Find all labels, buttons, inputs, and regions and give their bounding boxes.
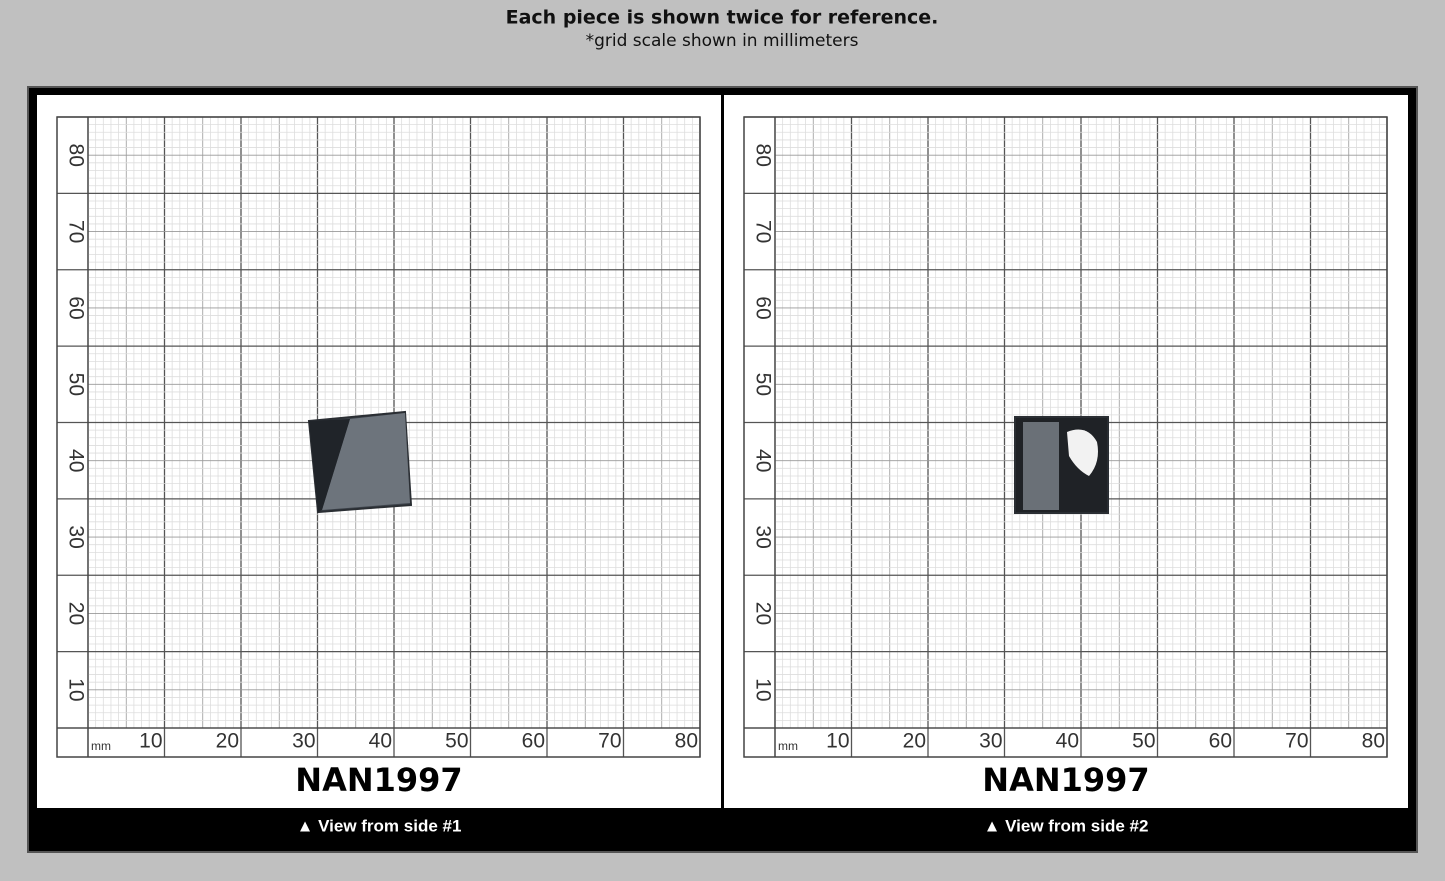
x-scale-label: 60 <box>522 730 545 753</box>
y-scale-label: 20 <box>64 602 87 625</box>
y-scale-label: 40 <box>751 449 774 472</box>
x-scale-label: 10 <box>826 730 849 753</box>
y-scale-label: 70 <box>64 220 87 243</box>
y-scale-label: 60 <box>751 296 774 319</box>
x-scale-label: 30 <box>979 730 1002 753</box>
x-scale-label: 80 <box>1362 730 1385 753</box>
panel: mm 10 20 30 40 50 60 70 80 10 20 30 40 50 60 70 80 NAN199… <box>37 95 721 835</box>
y-scale-label: 80 <box>64 144 87 167</box>
piece-label: NAN1997 <box>295 761 462 799</box>
view-caption: ▲ View from side #1 <box>297 816 462 835</box>
specimen-facet <box>309 419 350 512</box>
y-scale-label: 10 <box>64 678 87 701</box>
specimen-facet <box>1023 422 1059 510</box>
piece-label: NAN1997 <box>982 761 1149 799</box>
x-scale-label: 40 <box>1056 730 1079 753</box>
x-scale-label: 70 <box>598 730 621 753</box>
y-scale-label: 80 <box>751 144 774 167</box>
y-scale-label: 60 <box>64 296 87 319</box>
grid-border <box>56 116 701 758</box>
grid-border <box>743 116 1388 758</box>
y-scale-label: 50 <box>64 373 87 396</box>
x-scale-label: 50 <box>1132 730 1155 753</box>
y-scale-label: 40 <box>64 449 87 472</box>
x-scale-label: 20 <box>216 730 239 753</box>
y-scale-label: 50 <box>751 373 774 396</box>
y-scale-label: 20 <box>751 602 774 625</box>
x-scale-label: 60 <box>1209 730 1232 753</box>
panels: mm 10 20 30 40 50 60 70 80 10 20 30 40 50 60 70 80 NAN199… <box>37 95 1408 835</box>
y-scale-label: 70 <box>751 220 774 243</box>
x-scale-label: 30 <box>292 730 315 753</box>
panel: mm 10 20 30 40 50 60 70 80 10 20 30 40 50 60 70 80 NAN199… <box>724 95 1408 835</box>
title: Each piece is shown twice for reference. <box>506 7 939 29</box>
unit-label: mm <box>91 739 111 753</box>
y-scale-label: 30 <box>751 525 774 548</box>
view-caption: ▲ View from side #2 <box>984 816 1149 835</box>
x-scale-label: 40 <box>369 730 392 753</box>
y-scale-label: 10 <box>751 678 774 701</box>
unit-label: mm <box>778 739 798 753</box>
x-scale-label: 80 <box>675 730 698 753</box>
x-scale-label: 20 <box>903 730 926 753</box>
specimen-facet <box>322 413 410 510</box>
x-scale-label: 70 <box>1285 730 1308 753</box>
y-scale-label: 30 <box>64 525 87 548</box>
x-scale-label: 10 <box>139 730 162 753</box>
subtitle: *grid scale shown in millimeters <box>586 31 859 51</box>
x-scale-label: 50 <box>445 730 468 753</box>
specimen-facet <box>1067 429 1098 476</box>
